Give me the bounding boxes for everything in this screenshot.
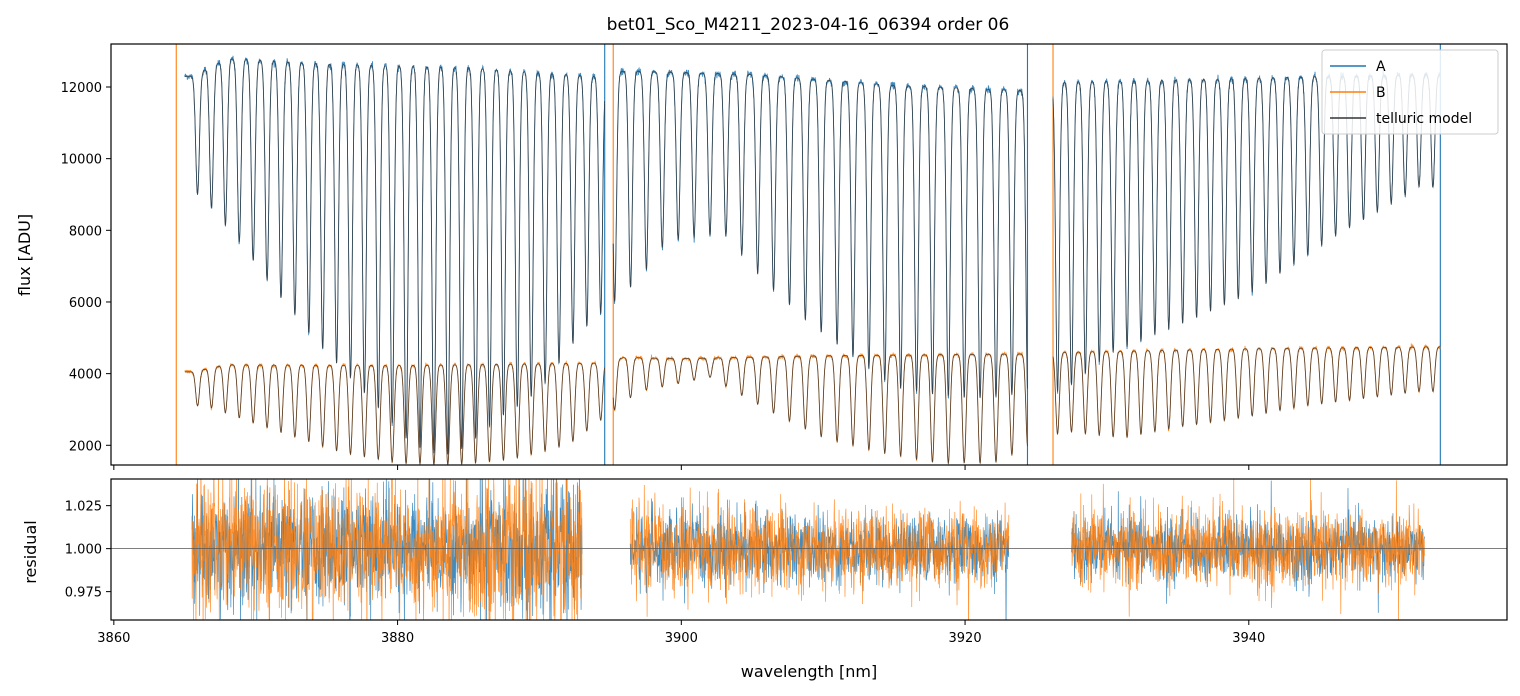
flux-y-tick-label: 12000 — [61, 81, 102, 96]
residual-y-tick-label: 1.000 — [65, 543, 102, 558]
flux-y-ticks: 2000 4000 6000 8000 10000 12000 — [61, 81, 111, 454]
residual-y-ticks: 0.975 1.000 1.025 — [65, 500, 111, 601]
flux-panel: 2000 4000 6000 8000 10000 12000 flux [ADU] A … — [15, 43, 1508, 470]
flux-axis-label: flux [ADU] — [15, 214, 34, 296]
flux-axes-frame — [110, 43, 1508, 466]
telluric-model-a-line-segment-3 — [1052, 74, 1441, 392]
flux-y-tick-label: 6000 — [69, 296, 102, 311]
telluric-model-b-line-segment-2 — [612, 353, 1028, 465]
residual-b-segment-2 — [629, 484, 1010, 620]
flux-y-tick-label: 8000 — [69, 224, 102, 239]
residual-axis-label: residual — [21, 520, 40, 583]
residual-b-segment-3 — [1071, 479, 1425, 620]
telluric-model-b-line-segment-1 — [184, 362, 605, 465]
residual-plot-area — [111, 479, 1507, 620]
flux-y-tick-label: 2000 — [69, 439, 102, 454]
residual-panel: 0.975 1.000 1.025 3860 3880 3900 3920 3940 res… — [21, 478, 1508, 681]
wavelength-x-tick-label: 3920 — [949, 631, 982, 646]
legend-label-telluric-model: telluric model — [1376, 111, 1472, 127]
legend-label-b: B — [1376, 85, 1386, 101]
telluric-model-a-line-segment-1 — [184, 58, 605, 455]
telluric-model-b-line-segment-3 — [1052, 346, 1441, 439]
residual-y-tick-label: 0.975 — [65, 586, 102, 601]
chart-title: bet01_Sco_M4211_2023-04-16_06394 order 0… — [607, 15, 1010, 35]
telluric-model-a-line-segment-2 — [612, 70, 1028, 399]
residual-x-ticks: 3860 3880 3900 3920 3940 — [97, 620, 1265, 646]
residual-b-segment-1 — [191, 479, 583, 620]
wavelength-x-tick-label: 3860 — [97, 631, 130, 646]
residual-axes-frame — [110, 478, 1508, 621]
flux-x-ticks — [113, 465, 1250, 470]
legend: A B telluric model — [1321, 49, 1499, 135]
flux-y-tick-label: 10000 — [61, 153, 102, 168]
residual-y-tick-label: 1.025 — [65, 500, 102, 515]
wavelength-x-tick-label: 3940 — [1232, 631, 1265, 646]
flux-plot-area — [175, 44, 1441, 465]
legend-box — [1321, 49, 1499, 135]
wavelength-axis-label: wavelength [nm] — [741, 662, 878, 681]
flux-y-tick-label: 4000 — [69, 368, 102, 383]
wavelength-x-tick-label: 3900 — [665, 631, 698, 646]
legend-label-a: A — [1376, 59, 1386, 75]
wavelength-x-tick-label: 3880 — [381, 631, 414, 646]
